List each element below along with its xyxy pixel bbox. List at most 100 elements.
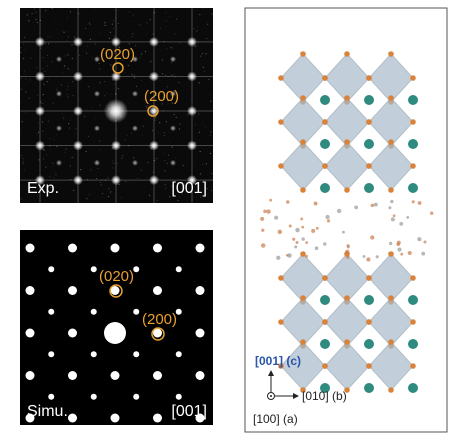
diffraction-spot [170,125,176,132]
noise [162,152,164,154]
noise [118,200,119,201]
diffraction-spot [48,308,55,315]
noise [64,55,66,57]
halide-atom [388,139,394,145]
noise [203,70,205,72]
diffraction-spot [48,351,55,358]
noise [166,48,168,50]
organic-atom [346,255,350,259]
noise [106,25,107,26]
noise [99,149,101,151]
noise [207,23,209,25]
noise [199,196,202,198]
noise [117,22,120,24]
noise [179,171,181,174]
noise [134,103,137,106]
noise [186,93,187,94]
noise [173,33,175,35]
organic-atom [315,226,319,230]
organic-atom [301,237,305,241]
noise [155,94,157,96]
noise [62,72,65,74]
diffraction-spot [195,413,205,423]
noise [143,99,145,101]
organic-atom [260,243,266,248]
noise [127,102,129,104]
noise [29,79,31,81]
noise [39,10,41,12]
noise [54,172,56,174]
diffraction-spot [170,56,176,63]
noise [47,43,50,45]
halide-atom [388,95,394,101]
metal-atom [320,295,330,305]
noise [100,184,102,186]
noise [66,17,68,19]
noise [169,142,172,144]
noise [210,131,212,133]
noise [165,74,167,76]
noise [20,77,22,79]
noise [69,11,72,13]
diffraction-spot [153,328,162,338]
halide-atom [344,187,350,193]
organic-atom [261,228,265,232]
noise [28,20,30,22]
noise [152,33,155,35]
noise [49,145,51,147]
noise [111,23,113,25]
experimental-panel [19,7,213,203]
noise [48,176,51,178]
noise [138,113,139,114]
diffraction-spot [90,393,97,400]
noise [74,7,76,9]
diffraction-spot [25,413,35,423]
diffraction-spot [187,71,197,82]
halide-atom [410,275,416,281]
diffraction-spot [73,36,83,47]
noise [205,126,207,128]
noise [171,74,173,77]
noise [178,81,180,84]
diffraction-spot [187,140,197,151]
noise [117,169,119,171]
noise [146,176,149,179]
halide-atom [366,363,372,369]
noise [44,70,46,73]
diffraction-spot [133,351,140,358]
noise [51,7,53,10]
organic-atom [276,255,281,260]
noise [114,83,116,85]
noise [69,119,71,121]
spot-marker [147,105,159,117]
noise [121,157,123,159]
noise [185,165,186,166]
metal-atom [320,383,330,393]
diffraction-spot [73,175,83,186]
noise [116,163,119,165]
noise [94,8,96,11]
metal-atom [364,383,374,393]
noise [121,59,123,61]
noise [88,86,90,88]
noise [177,45,178,46]
noise [71,7,73,9]
organic-atom [325,214,330,220]
noise [63,31,65,33]
organic-atom [390,217,395,222]
noise [66,88,69,91]
noise [179,196,181,198]
organic-atom [285,200,290,204]
noise [22,43,25,45]
noise [115,92,117,95]
noise [101,179,103,181]
noise [96,171,97,172]
noise [69,142,71,144]
diffraction-spot [104,99,128,123]
noise [144,50,147,53]
noise [156,198,157,199]
noise [201,52,203,55]
halide-atom [322,75,328,81]
noise [156,157,158,160]
noise [137,82,138,83]
